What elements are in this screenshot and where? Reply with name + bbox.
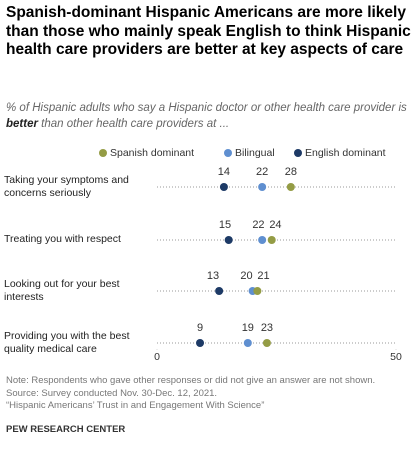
note: Note: Respondents who gave other respons…: [6, 375, 376, 386]
dot: [286, 183, 295, 191]
credit: PEW RESEARCH CENTER: [6, 424, 126, 435]
legend-marker: [294, 149, 302, 157]
data-label: 28: [285, 166, 297, 178]
subtitle-part: better: [6, 118, 38, 130]
data-label: 22: [252, 219, 264, 231]
legend-marker: [99, 149, 107, 157]
data-label: 19: [242, 322, 254, 334]
dot: [258, 183, 267, 191]
notes: Note: Respondents who gave other respons…: [6, 375, 416, 413]
data-label: 22: [256, 166, 268, 178]
dot: [219, 183, 228, 191]
dot: [224, 236, 233, 244]
category-label-box: Treating you with respect: [4, 233, 121, 246]
chart-subtitle: % of Hispanic adults who say a Hispanic …: [6, 100, 411, 132]
legend-marker: [224, 149, 232, 157]
data-label: 9: [197, 322, 203, 334]
dot: [262, 339, 271, 347]
category-label: Taking your symptoms and concerns seriou…: [4, 173, 129, 200]
dot: [253, 287, 262, 295]
note: “Hispanic Americans’ Trust in and Engage…: [6, 400, 265, 411]
x-tick-label: 50: [390, 351, 402, 363]
data-label: 23: [261, 322, 273, 334]
legend-label: Spanish dominant: [110, 147, 194, 159]
category-label-box: Providing you with the best quality medi…: [4, 329, 130, 356]
dot: [215, 287, 224, 295]
x-tick-label: 0: [154, 351, 160, 363]
data-label: 24: [269, 219, 281, 231]
subtitle-part: than other health care providers at ...: [37, 118, 230, 130]
subtitle-part: % of Hispanic adults who say a Hispanic …: [6, 102, 407, 114]
category-label-box: Looking out for your best interests: [4, 277, 120, 304]
data-label: 13: [207, 270, 219, 282]
category-label: Treating you with respect: [4, 233, 121, 246]
chart-title: Spanish-dominant Hispanic Americans are …: [6, 4, 411, 58]
dot: [258, 236, 267, 244]
category-label-box: Taking your symptoms and concerns seriou…: [4, 173, 129, 200]
category-label: Providing you with the best quality medi…: [4, 329, 130, 356]
dot: [243, 339, 252, 347]
dot: [196, 339, 205, 347]
data-label: 20: [240, 270, 252, 282]
data-label: 21: [257, 270, 269, 282]
legend-label: Bilingual: [235, 147, 275, 159]
data-label: 15: [219, 219, 231, 231]
category-label: Looking out for your best interests: [4, 277, 120, 304]
note: Source: Survey conducted Nov. 30-Dec. 12…: [6, 387, 218, 399]
dot: [267, 236, 276, 244]
data-label: 14: [218, 166, 230, 178]
legend-label: English dominant: [305, 147, 386, 159]
chart: Spanish dominant Bilingual English dominan…: [4, 147, 402, 363]
